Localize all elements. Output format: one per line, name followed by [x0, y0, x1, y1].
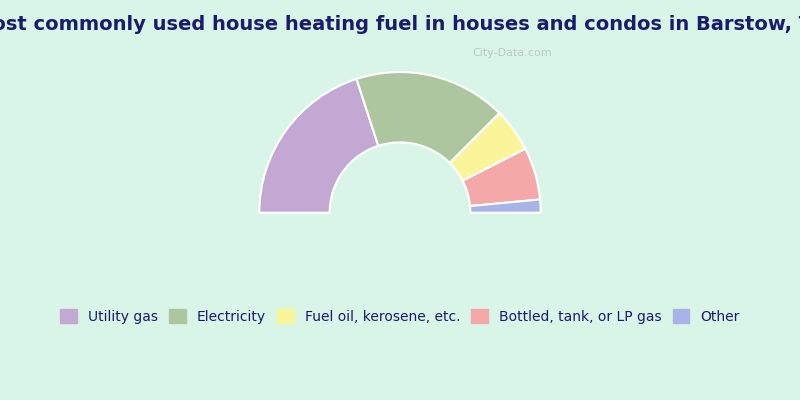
Wedge shape	[357, 72, 499, 163]
Wedge shape	[450, 113, 526, 181]
Legend: Utility gas, Electricity, Fuel oil, kerosene, etc., Bottled, tank, or LP gas, Ot: Utility gas, Electricity, Fuel oil, kero…	[56, 305, 744, 328]
Title: Most commonly used house heating fuel in houses and condos in Barstow, TX: Most commonly used house heating fuel in…	[0, 15, 800, 34]
Wedge shape	[259, 79, 378, 213]
Wedge shape	[462, 149, 540, 206]
Text: City-Data.com: City-Data.com	[473, 48, 552, 58]
Wedge shape	[470, 200, 541, 213]
